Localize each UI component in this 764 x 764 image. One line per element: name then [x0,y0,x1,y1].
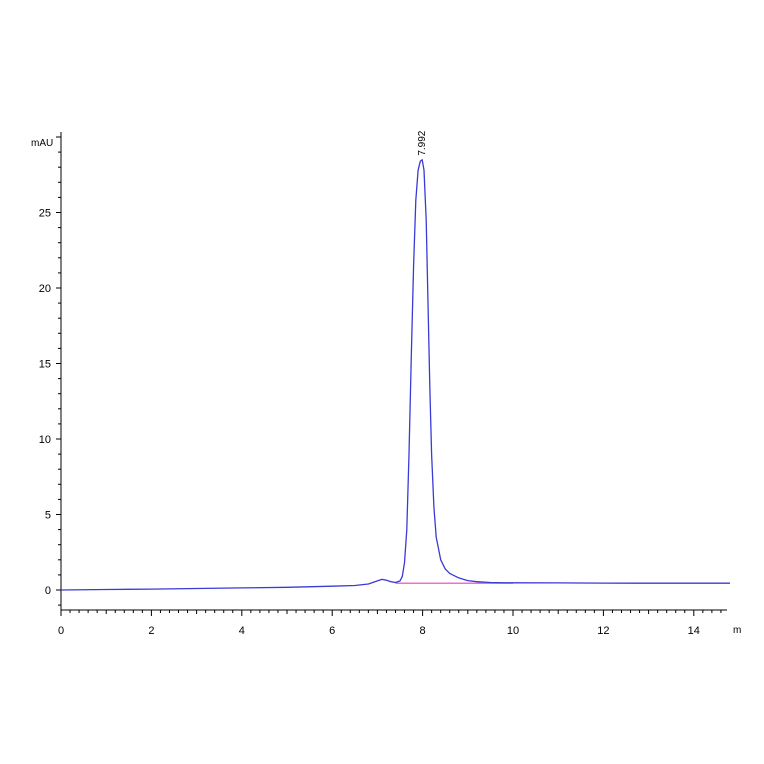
series-group [60,159,730,591]
y-tick-label: 25 [39,208,51,220]
x-tick-label: 0 [58,625,64,637]
y-tick-label: 15 [39,359,51,371]
y-tick-label: 10 [39,434,51,446]
x-tick-label: 2 [148,625,154,637]
y-axis-unit-label: mAU [31,138,53,149]
x-tick-label: 8 [420,625,426,637]
y-tick-label: 20 [39,283,51,295]
x-axis-unit-label: m [733,625,741,636]
y-tick-label: 0 [45,585,51,597]
labels-group: 0 5 10 15 20 25 0 2 4 6 8 10 12 14 mAU m 7.992 [31,130,741,637]
x-tick-label: 4 [239,625,245,637]
signal-trace [60,159,730,591]
x-tick-label: 10 [507,625,519,637]
x-tick-label: 14 [688,625,700,637]
y-tick-label: 5 [45,510,51,522]
x-tick-label: 6 [329,625,335,637]
x-tick-label: 12 [597,625,609,637]
axes [56,132,727,616]
peak-retention-label: 7.992 [417,130,428,155]
